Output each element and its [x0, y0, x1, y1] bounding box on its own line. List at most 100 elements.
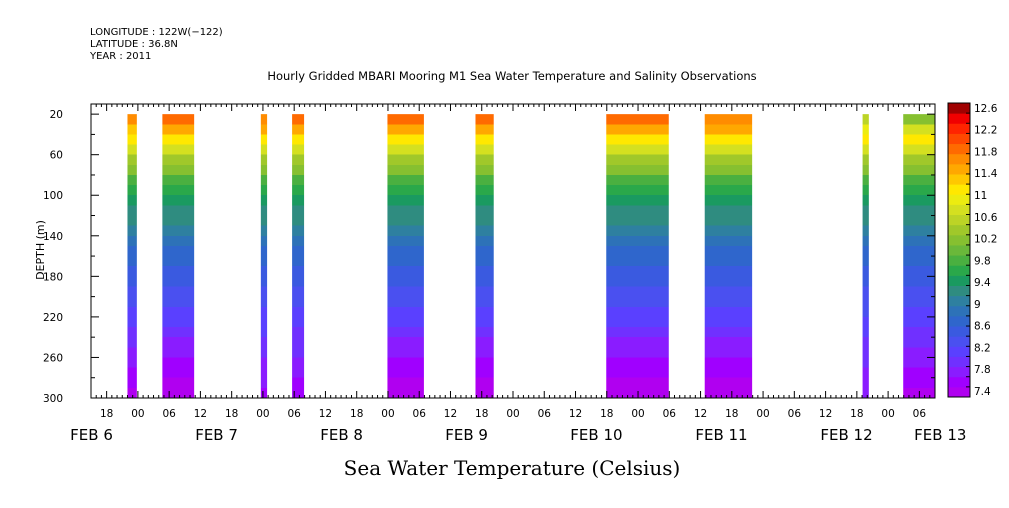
observation-block	[292, 114, 305, 398]
y-tick-label: 140	[43, 231, 63, 243]
colorbar-swatch	[948, 376, 970, 388]
y-axis-label: DEPTH (m)	[34, 220, 47, 280]
longitude-label: LONGITUDE : 122W(−122)	[90, 27, 223, 38]
colorbar-label: 8.2	[974, 342, 991, 354]
x-tick-label: 18	[225, 408, 238, 420]
colorbar-label: 11.8	[974, 146, 997, 158]
x-tick-label: 18	[350, 408, 363, 420]
x-tick-label: 12	[194, 408, 207, 420]
plot-frame	[90, 103, 936, 399]
colorbar-swatch	[948, 133, 970, 145]
x-tick-label: 18	[850, 408, 863, 420]
x-day-label: FEB 8	[320, 426, 363, 444]
y-tick-label: 300	[43, 393, 63, 405]
colorbar-label: 10.2	[974, 234, 997, 246]
y-tick-label: 100	[43, 190, 63, 202]
colorbar-label: 9.8	[974, 255, 991, 267]
x-tick-label: 06	[913, 408, 927, 420]
y-tick-label: 60	[50, 150, 63, 162]
colorbar-swatch	[948, 184, 970, 195]
colorbar-swatch	[948, 326, 970, 337]
x-day-label: FEB 11	[695, 426, 747, 444]
colorbar-label: 7.8	[974, 364, 991, 376]
observation-block	[260, 114, 268, 398]
x-day-label: FEB 10	[570, 426, 622, 444]
colorbar-swatch	[948, 295, 970, 307]
colorbar-swatch	[948, 275, 970, 286]
year-label: YEAR : 2011	[89, 51, 151, 62]
x-tick-label: 00	[756, 408, 769, 420]
x-day-label: FEB 7	[195, 426, 238, 444]
chart-title: Hourly Gridded MBARI Mooring M1 Sea Wate…	[267, 69, 756, 83]
colorbar-swatch	[948, 234, 970, 246]
observation-block	[127, 114, 137, 398]
colorbar-swatch	[948, 113, 970, 124]
colorbar-swatch	[948, 265, 970, 276]
latitude-label: LATITUDE : 36.8N	[90, 39, 178, 50]
colorbar: 12.6 12.2 11.8 11.4 11 10.6 10.2 9.8 9.4 9 8.6 8.2 7…	[947, 102, 998, 398]
colorbar-swatch	[948, 346, 970, 357]
x-day-label: FEB 12	[820, 426, 872, 444]
y-tick-label: 220	[43, 312, 63, 324]
colorbar-swatch	[948, 356, 970, 368]
x-tick-label: 12	[694, 408, 707, 420]
x-tick-label: 06	[788, 408, 802, 420]
colorbar-label: 7.4	[974, 386, 991, 398]
y-tick-label: 180	[43, 271, 63, 283]
colorbar-swatch	[948, 123, 970, 134]
colorbar-swatch	[948, 224, 970, 236]
colorbar-swatch	[948, 244, 970, 256]
x-tick-label: 00	[381, 408, 394, 420]
x-tick-label: 12	[819, 408, 832, 420]
colorbar-label: 8.6	[974, 321, 991, 333]
x-tick-label: 00	[881, 408, 894, 420]
x-axis-label: Sea Water Temperature (Celsius)	[344, 456, 681, 480]
observation-block	[475, 114, 494, 398]
colorbar-swatch	[948, 305, 970, 317]
colorbar-label: 11.4	[974, 168, 998, 180]
colorbar-swatch	[948, 103, 970, 114]
colorbar-swatch	[948, 315, 970, 327]
y-tick-label: 20	[50, 109, 63, 121]
colorbar-swatch	[948, 163, 970, 175]
y-tick-label: 260	[43, 352, 63, 364]
x-tick-label: 06	[413, 408, 427, 420]
x-day-label: FEB 6	[70, 426, 113, 444]
colorbar-label: 9	[974, 299, 981, 311]
observation-block	[606, 114, 669, 398]
colorbar-label: 9.4	[974, 277, 991, 289]
x-tick-label: 12	[319, 408, 332, 420]
observation-block	[704, 114, 753, 398]
x-tick-label: 00	[256, 408, 269, 420]
heatmap-layer	[127, 114, 935, 398]
x-tick-label: 06	[538, 408, 552, 420]
x-tick-label: 06	[663, 408, 677, 420]
x-tick-label: 18	[725, 408, 738, 420]
x-tick-label: 18	[100, 408, 113, 420]
colorbar-swatch	[948, 204, 970, 216]
x-day-label: FEB 13	[914, 426, 966, 444]
colorbar-label: 12.6	[974, 103, 998, 115]
colorbar-label: 10.6	[974, 212, 998, 224]
colorbar-swatch	[948, 255, 970, 266]
observation-block	[387, 114, 424, 398]
colorbar-swatch	[948, 285, 970, 297]
colorbar-label: 12.2	[974, 125, 997, 137]
colorbar-swatch	[948, 194, 970, 205]
x-tick-label: 18	[600, 408, 613, 420]
colorbar-frame	[947, 102, 971, 398]
colorbar-swatch	[948, 386, 970, 398]
colorbar-swatch	[948, 153, 970, 165]
colorbar-swatch	[948, 143, 970, 155]
x-tick-label: 12	[444, 408, 457, 420]
x-day-label: FEB 9	[445, 426, 488, 444]
x-tick-label: 06	[287, 408, 301, 420]
x-tick-label: 06	[162, 408, 176, 420]
colorbar-swatch	[948, 173, 970, 185]
x-tick-label: 00	[631, 408, 644, 420]
colorbar-swatch	[948, 214, 970, 226]
axes-layer: 18 00 06 12 18 00 06 12 18 00 06 12 18 00 06 12 18 00 06 12…	[43, 104, 966, 444]
x-tick-label: 00	[131, 408, 144, 420]
